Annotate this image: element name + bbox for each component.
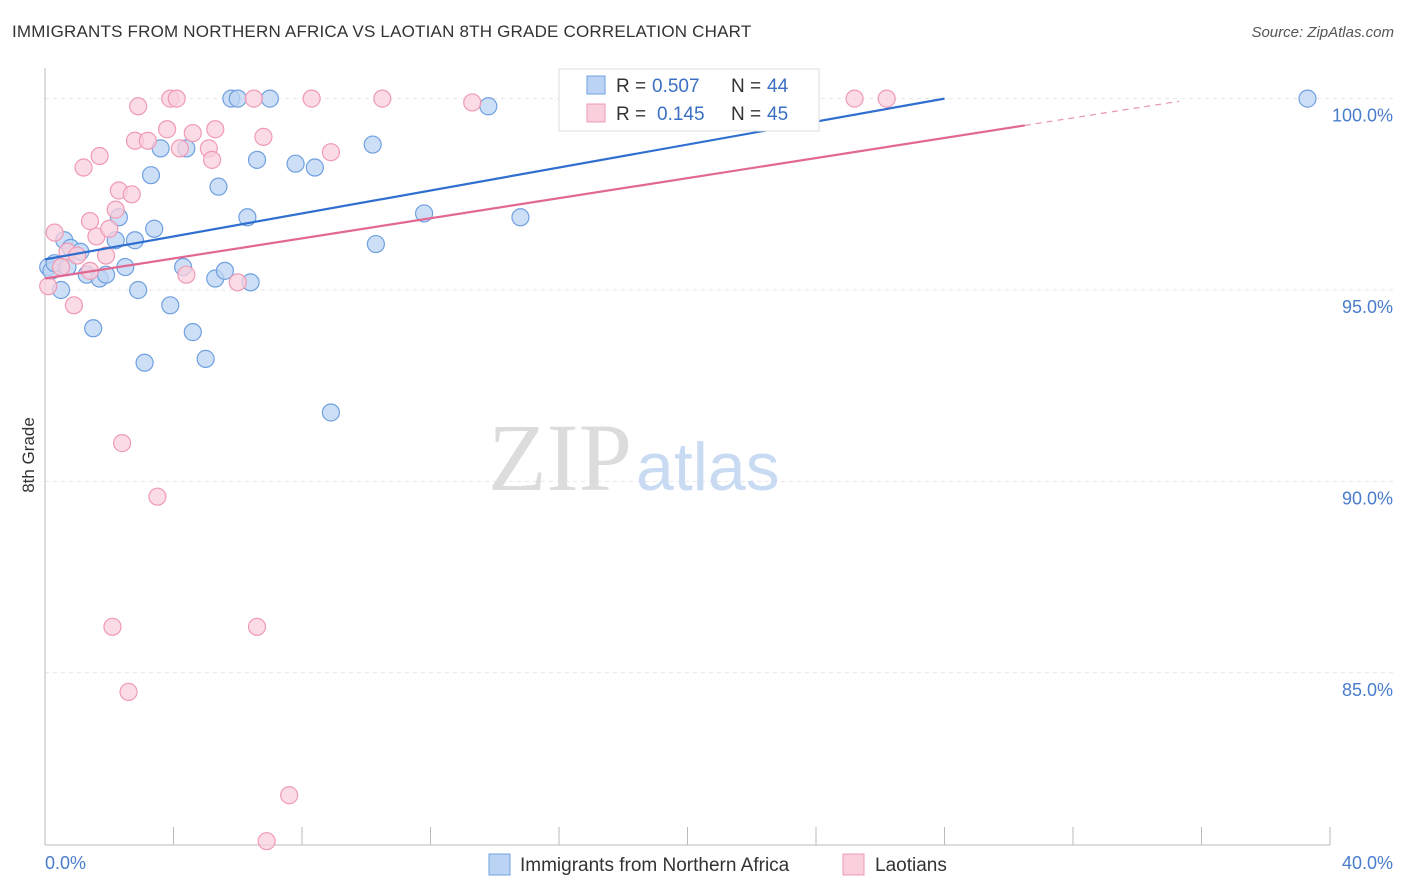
point-series1-37 [280,786,299,805]
point-series1-35 [254,127,273,146]
point-series0-15 [125,231,145,250]
point-series1-40 [373,89,392,108]
point-series0-35 [286,154,305,173]
chart-title: IMMIGRANTS FROM NORTHERN AFRICA VS LAOTI… [12,22,752,41]
legend-r-label-2: R = [616,104,646,125]
point-series1-8 [80,212,100,231]
point-series1-39 [321,143,341,162]
source-label: Source: ZipAtlas.com [1251,24,1394,41]
point-series0-37 [321,403,341,422]
point-series0-21 [161,296,180,315]
y-tick-labels: 100.0% 95.0% 90.0% 85.0% [1332,106,1393,700]
point-series0-24 [183,323,202,342]
point-series0-18 [141,166,161,185]
point-series1-43 [845,89,864,108]
point-series0-28 [215,261,234,280]
point-series1-2 [51,257,71,277]
watermark: ZIP atlas [488,404,780,511]
point-series0-42 [511,208,530,227]
point-series0-30 [228,89,247,108]
legend-swatch-blue [586,75,606,95]
legend-swatch-pink [586,103,606,123]
y-tick-label-0: 100.0% [1332,106,1393,126]
point-series0-19 [145,219,164,238]
legend-n-label-2: N = [731,104,761,125]
point-series1-36 [257,832,276,851]
point-series1-32 [228,273,247,292]
y-tick-label-1: 95.0% [1342,297,1393,317]
point-series1-4 [64,296,84,315]
point-series1-41 [463,93,482,112]
point-series1-33 [244,89,263,108]
point-series1-11 [96,246,116,265]
point-series0-38 [363,135,382,154]
legend-n-value-1: 44 [767,76,789,97]
y-tick-label-2: 90.0% [1342,488,1393,508]
point-series1-1 [45,223,64,242]
point-series1-12 [100,219,119,238]
point-series1-30 [202,150,222,169]
point-series1-31 [206,120,225,139]
bottom-legend-swatch-blue [488,853,511,876]
point-series0-27 [209,177,228,196]
point-series1-6 [74,158,93,177]
point-series1-10 [90,146,109,166]
watermark-atlas: atlas [636,429,780,505]
point-series1-23 [157,120,177,139]
point-series1-13 [103,617,122,636]
point-series0-39 [366,234,385,254]
point-series1-34 [247,617,267,636]
bottom-legend-swatch-pink [842,853,865,876]
point-series0-34 [260,89,279,108]
legend-r-value-1: 0.507 [652,76,700,97]
point-series1-27 [177,265,196,284]
point-series1-20 [129,97,148,116]
point-series1-14 [106,200,125,219]
point-series0-17 [135,353,154,372]
y-axis-label: 8th Grade [19,417,38,493]
point-series1-38 [302,89,321,108]
point-series0-16 [129,280,148,300]
point-series1-44 [877,89,896,108]
point-series1-28 [183,123,202,143]
legend-n-value-2: 45 [767,104,788,125]
y-tick-label-3: 85.0% [1342,680,1393,700]
legend-r-label-1: R = [616,76,646,97]
legend-r-value-2: 0.145 [657,104,705,125]
point-series1-26 [170,139,190,158]
watermark-zip: ZIP [488,404,632,511]
bottom-legend-label-2: Laotians [875,855,947,876]
point-series1-16 [112,434,132,453]
x-tick-labels: 0.0% 40.0% [45,853,1393,873]
legend-box: R = 0.507 N = 44 R = 0.145 N = 45 [558,68,820,132]
point-series1-21 [138,131,157,150]
point-series1-25 [167,89,186,108]
point-series0-36 [305,158,324,177]
point-series0-43 [1298,89,1317,108]
x-tick-label-1: 40.0% [1342,853,1393,873]
trend-line-series1 [44,124,1025,280]
trend-extension-series1 [1024,100,1180,127]
legend-n-label-1: N = [731,76,761,97]
point-series1-0 [39,277,58,296]
bottom-legend: Immigrants from Northern Africa Laotians [488,853,947,876]
point-series0-25 [196,349,215,368]
point-series1-18 [122,185,141,204]
gridlines [45,98,1395,674]
point-series0-41 [479,97,498,116]
point-series1-22 [148,487,167,506]
point-series0-33 [247,150,267,169]
bottom-legend-label-1: Immigrants from Northern Africa [520,855,790,876]
point-series0-9 [84,319,103,338]
x-tick-label-0: 0.0% [45,853,86,873]
point-series1-17 [119,682,138,701]
